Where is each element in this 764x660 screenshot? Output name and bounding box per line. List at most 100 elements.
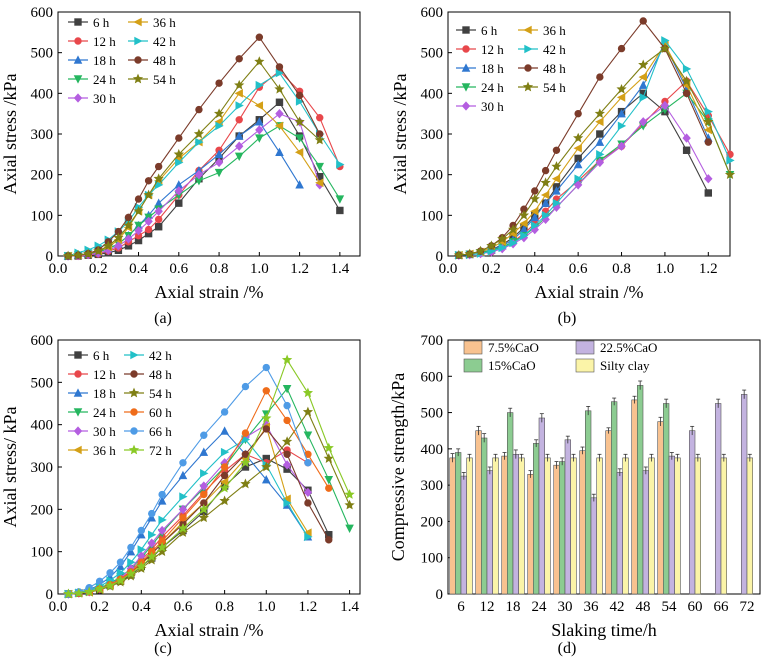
data-point (682, 133, 691, 143)
data-point (518, 209, 530, 220)
legend-label: 24 h (93, 72, 116, 87)
x-tick-label: 66 (714, 599, 730, 615)
y-tick-label: 0 (46, 587, 54, 603)
data-point (215, 79, 223, 87)
data-point (638, 72, 647, 82)
data-point (541, 211, 551, 220)
bar (506, 412, 514, 595)
y-tick-label: 400 (421, 86, 444, 102)
data-point (179, 492, 188, 501)
data-point (344, 489, 355, 499)
x-tick-label: 30 (558, 599, 573, 615)
data-point (113, 232, 124, 243)
data-point (574, 109, 582, 118)
x-tick-label: 0.8 (210, 261, 229, 277)
series-line (458, 92, 731, 256)
data-point (215, 121, 224, 131)
data-point (126, 547, 136, 556)
data-point (134, 221, 143, 231)
data-point (302, 406, 314, 417)
bar (648, 457, 655, 595)
x-tick-label: 12 (480, 599, 495, 615)
data-point (573, 180, 583, 190)
data-point (345, 524, 354, 534)
series-line (458, 104, 709, 256)
data-point (704, 189, 713, 197)
data-point (551, 174, 561, 184)
chart-panel-a: 0 100 200 300 400 500 600 Axial stress /kPa 0.0 0… (0, 5, 361, 302)
data-point (596, 73, 604, 81)
data-point (275, 109, 284, 119)
legend-label: 60 h (149, 405, 172, 420)
data-point (540, 177, 551, 188)
data-point (195, 105, 203, 114)
data-point (335, 195, 345, 204)
legend-label: 36 h (543, 23, 566, 38)
bar (544, 457, 551, 595)
data-point (134, 226, 143, 236)
x-tick-label: 0.0 (49, 261, 68, 277)
data-point (154, 215, 163, 224)
data-point (595, 137, 605, 146)
x-tick-label: 0.6 (169, 261, 188, 277)
data-point (174, 186, 184, 196)
legend-marker (73, 55, 83, 64)
legend-label: 18 h (93, 386, 116, 401)
x-tick-label: 54 (662, 599, 678, 615)
data-point (519, 219, 528, 228)
panel-label-a: (a) (154, 310, 172, 327)
data-point (595, 117, 604, 127)
legend-label: 54 h (543, 80, 566, 95)
data-point (295, 134, 304, 143)
chart-panel-d: 0 100 200 300 400 500 600 700 Compressive streng… (388, 333, 761, 640)
x-tick-label: 42 (610, 599, 625, 615)
bar (740, 394, 748, 595)
data-point (324, 476, 334, 485)
data-point (115, 575, 126, 585)
data-point (214, 149, 224, 159)
data-point (262, 363, 270, 372)
legend-label: 42 h (149, 348, 172, 363)
bar (657, 421, 664, 595)
data-point (639, 17, 647, 25)
legend-marker (462, 45, 470, 53)
y-tick-label: 200 (421, 514, 444, 530)
data-point (573, 159, 583, 169)
legend-label: 30 h (481, 99, 504, 114)
legend-marker (74, 351, 82, 359)
data-point (681, 75, 692, 86)
x-tick-label: 0.8 (612, 261, 631, 277)
legend-marker (73, 445, 82, 455)
data-point (616, 93, 626, 102)
data-point (336, 160, 345, 169)
data-point (73, 249, 84, 260)
data-point (63, 588, 74, 599)
data-point (241, 382, 250, 391)
bar (674, 457, 681, 595)
data-point (235, 116, 243, 124)
data-point (704, 138, 713, 146)
data-point (147, 538, 156, 548)
legend-label: 18 h (93, 53, 116, 68)
data-point (661, 36, 670, 45)
bar (694, 457, 701, 595)
data-point (639, 117, 648, 127)
data-point (617, 141, 626, 151)
legend-label: 22.5%CaO (600, 340, 657, 355)
legend-label: 42 h (153, 34, 176, 49)
data-point (531, 187, 539, 195)
data-point (234, 152, 244, 162)
data-point (175, 158, 184, 167)
bar (466, 457, 473, 595)
data-point (283, 416, 291, 425)
bar (480, 437, 488, 595)
y-tick-label: 500 (31, 46, 54, 62)
y-tick-label: 100 (421, 551, 444, 567)
legend-swatch (463, 340, 483, 355)
bar (512, 453, 519, 595)
x-tick-label: 0.2 (482, 261, 501, 277)
data-point (704, 174, 713, 184)
y-axis-label: Axial stress /kPa (390, 73, 410, 194)
legend-marker (74, 370, 82, 378)
bar (492, 457, 499, 595)
